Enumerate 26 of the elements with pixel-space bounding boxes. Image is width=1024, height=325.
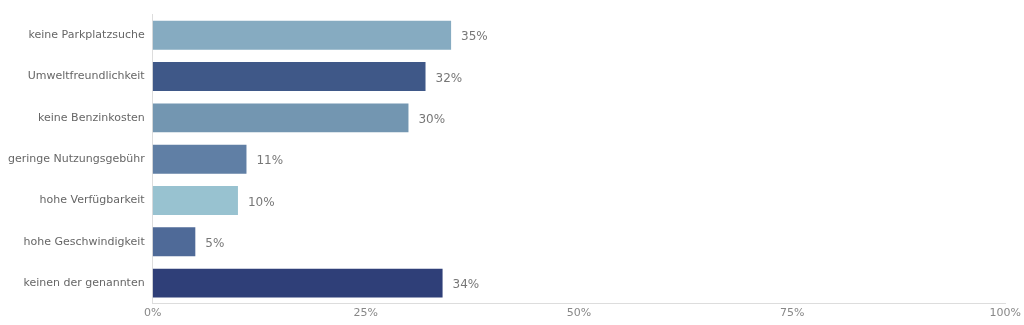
- data-label: 30%: [418, 112, 446, 127]
- y-tick-label: keine Parkplatzsuche: [28, 28, 145, 42]
- bar: [152, 186, 238, 215]
- data-label: 35%: [461, 29, 488, 44]
- x-tick-label: 100%: [989, 306, 1021, 320]
- x-tick-label: 50%: [566, 306, 592, 320]
- y-tick-label: keine Benzinkosten: [38, 110, 145, 124]
- y-tick-label: hohe Geschwindigkeit: [23, 234, 146, 248]
- y-tick-label: hohe Verfügbarkeit: [39, 193, 146, 207]
- data-label: 32%: [435, 70, 463, 85]
- data-label: 5%: [205, 235, 225, 250]
- data-label: 10%: [247, 194, 275, 209]
- y-tick-label: keinen der genannten: [23, 276, 145, 289]
- data-label: 34%: [452, 277, 480, 292]
- bar: [152, 144, 247, 174]
- y-tick-label: Umweltfreundlichkeit: [27, 69, 146, 83]
- x-tick-label: 0%: [143, 306, 162, 320]
- bar: [152, 268, 443, 298]
- bar: [152, 227, 196, 257]
- y-tick-label: geringe Nutzungsgebühr: [7, 152, 146, 166]
- data-label: 11%: [256, 153, 284, 168]
- bar: [152, 20, 452, 50]
- bar: [152, 103, 409, 133]
- x-tick-label: 75%: [779, 306, 805, 320]
- bar: [152, 62, 426, 92]
- x-tick-label: 25%: [353, 306, 379, 320]
